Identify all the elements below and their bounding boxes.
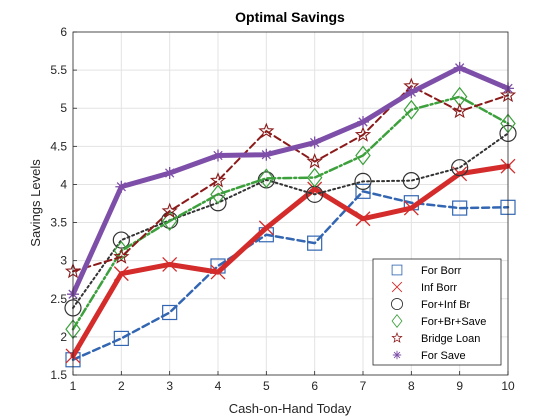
legend-box — [372, 258, 502, 366]
data-point-bridge-loan — [161, 202, 178, 219]
data-point-for-save — [115, 180, 128, 193]
legend-item-for-inf-br: For+Inf Br — [390, 297, 471, 311]
legend-label: For Save — [421, 350, 466, 362]
data-point-bridge-loan — [113, 248, 130, 264]
series-line-for-inf-br — [72, 132, 509, 309]
legend-item-inf-borr: Inf Borr — [391, 281, 457, 294]
legend-label: For+Inf Br — [421, 299, 471, 311]
data-point-for-br-save — [355, 145, 371, 166]
data-point-for-borr — [162, 304, 178, 321]
tick-labels: 1 2 3 4 5 6 7 8 9 10 1.5 2 2.5 3 3.5 4 4.5 5 5.5 6 — [50, 25, 515, 393]
x-axis-label: Cash-on-Hand Today — [229, 401, 352, 416]
axes-box — [72, 31, 509, 376]
y-tick-label: 4 — [60, 177, 67, 191]
y-tick-label: 2.5 — [50, 292, 67, 306]
data-point-bridge-loan — [306, 153, 323, 169]
legend-label: For+Br+Save — [421, 316, 486, 328]
data-point-for-br-save — [258, 168, 275, 189]
x-tick-label: 6 — [311, 379, 318, 393]
x-tick-label: 3 — [166, 379, 173, 393]
x-tick-label: 2 — [118, 379, 125, 393]
series-layer — [64, 61, 517, 368]
data-point-for-borr — [355, 183, 371, 199]
data-point-for-save — [163, 167, 176, 180]
legend-item-bridge-loan: Bridge Loan — [391, 332, 480, 345]
data-point-inf-borr — [162, 257, 178, 272]
data-point-for-save — [405, 86, 418, 99]
x-tick-label: 10 — [501, 379, 515, 393]
x-tick-label: 5 — [263, 379, 270, 393]
legend-item-for-borr: For Borr — [391, 264, 462, 277]
data-point-for-br-save — [403, 99, 420, 120]
data-point-for-inf-br — [354, 172, 372, 190]
data-point-for-save — [453, 61, 466, 74]
data-point-inf-borr — [210, 264, 226, 280]
data-point-for-save — [308, 136, 321, 149]
legend-marker-for-br-save — [391, 314, 403, 328]
legend-marker-for-inf-br — [390, 297, 404, 311]
legend-marker-inf-borr — [391, 281, 403, 293]
data-point-inf-borr — [258, 220, 274, 236]
legend-item-for-save: For Save — [392, 350, 466, 362]
legend-marker-for-save — [392, 350, 402, 360]
y-axis-label: Savings Levels — [28, 159, 43, 247]
series-line-inf-borr — [70, 163, 511, 359]
data-point-bridge-loan — [354, 126, 372, 142]
data-point-for-borr — [452, 200, 468, 216]
legend-marker-for-borr — [391, 264, 403, 276]
legend-label: Bridge Loan — [421, 333, 480, 345]
x-tick-label: 8 — [408, 379, 415, 393]
y-tick-label: 3.5 — [50, 216, 67, 230]
x-tick-label: 7 — [360, 379, 367, 393]
data-point-for-borr — [113, 330, 129, 347]
data-point-for-inf-br — [451, 159, 469, 177]
data-point-for-br-save — [161, 211, 178, 232]
data-point-inf-borr — [113, 266, 129, 282]
data-point-for-save — [212, 149, 224, 162]
y-tick-label: 5 — [60, 101, 67, 115]
data-point-for-borr — [307, 235, 323, 251]
legend-label: Inf Borr — [421, 282, 457, 294]
data-point-for-save — [357, 115, 369, 128]
y-tick-label: 5.5 — [50, 63, 67, 77]
data-point-bridge-loan — [209, 172, 227, 188]
y-tick-label: 1.5 — [50, 368, 67, 382]
data-point-for-br-save — [306, 167, 323, 188]
x-tick-label: 1 — [70, 379, 77, 393]
y-tick-label: 2 — [60, 330, 67, 344]
series-line-for-save — [70, 65, 511, 297]
y-tick-label: 6 — [60, 25, 67, 39]
data-point-inf-borr — [403, 200, 419, 216]
legend-label: For Borr — [421, 265, 462, 277]
data-point-for-inf-br — [402, 172, 420, 190]
data-point-inf-borr — [355, 211, 371, 227]
data-point-bridge-loan — [451, 102, 468, 119]
chart-title: Optimal Savings — [235, 9, 345, 25]
legend: For Borr Inf Borr For+Inf Br For+Br+Save Bri… — [372, 258, 502, 366]
legend-item-for-br-save: For+Br+Save — [391, 314, 486, 328]
series-line-for-br-save — [71, 95, 510, 331]
legend-marker-bridge-loan — [391, 332, 403, 343]
x-tick-label: 9 — [456, 379, 463, 393]
series-line-for-borr — [71, 190, 510, 362]
y-tick-label: 3 — [60, 254, 67, 268]
data-point-for-br-save — [210, 184, 226, 205]
data-point-for-inf-br — [112, 231, 130, 249]
data-point-bridge-loan — [258, 122, 275, 138]
y-tick-label: 4.5 — [50, 139, 67, 153]
data-point-for-save — [260, 148, 273, 161]
x-tick-label: 4 — [215, 379, 222, 393]
